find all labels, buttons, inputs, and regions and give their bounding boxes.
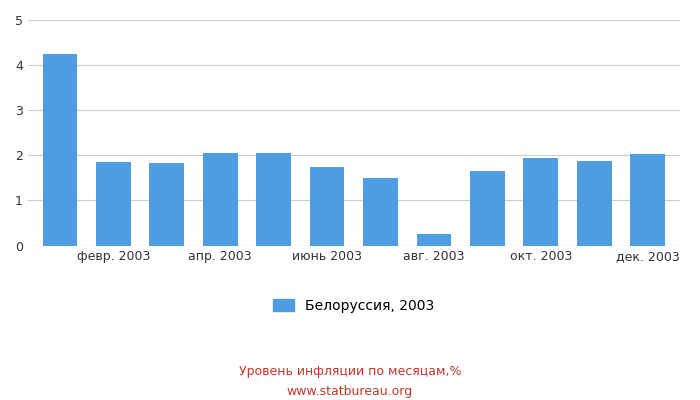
Bar	[96, 162, 131, 246]
Text: www.statbureau.org: www.statbureau.org	[287, 386, 413, 398]
Bar	[149, 163, 184, 246]
Bar	[203, 154, 237, 246]
Bar	[43, 54, 77, 246]
Bar	[470, 171, 505, 246]
Bar	[309, 166, 344, 246]
Bar	[631, 154, 665, 246]
Legend: Белоруссия, 2003: Белоруссия, 2003	[267, 293, 440, 318]
Text: Уровень инфляции по месяцам,%: Уровень инфляции по месяцам,%	[239, 366, 461, 378]
Bar	[524, 158, 558, 246]
Bar	[363, 178, 398, 246]
Bar	[577, 161, 612, 246]
Bar	[416, 234, 452, 246]
Bar	[256, 153, 291, 246]
